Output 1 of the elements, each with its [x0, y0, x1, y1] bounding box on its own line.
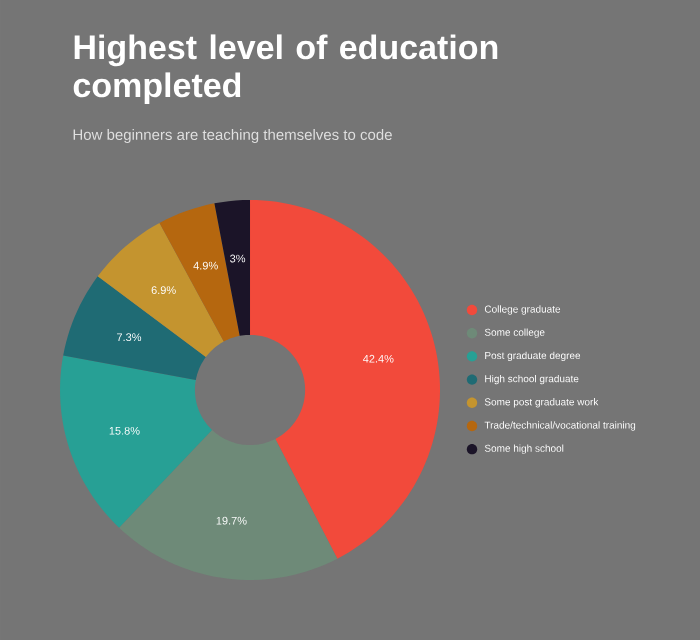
- chart-title: Highest level of education completed: [73, 34, 498, 105]
